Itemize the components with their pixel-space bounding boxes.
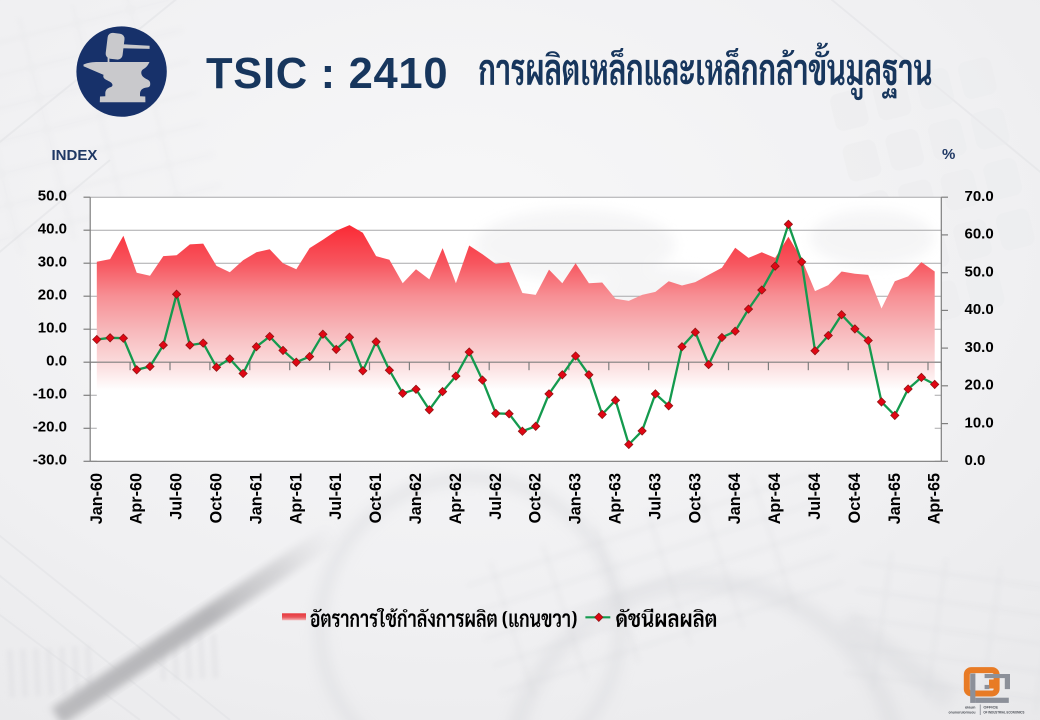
svg-text:INDEX: INDEX [52, 147, 98, 164]
svg-text:onunoruiornuou: onunoruiornuou [949, 710, 976, 715]
svg-text:Jul-64: Jul-64 [806, 473, 824, 520]
svg-text:10.0: 10.0 [38, 320, 67, 337]
svg-text:TSIC : 2410: TSIC : 2410 [206, 50, 448, 98]
svg-text:Jan-65: Jan-65 [886, 473, 904, 524]
svg-text:Apr-65: Apr-65 [926, 473, 944, 524]
svg-text:Oct-62: Oct-62 [527, 473, 545, 523]
svg-text:Jul-63: Jul-63 [646, 473, 664, 520]
svg-text:Jan-64: Jan-64 [726, 473, 744, 524]
svg-text:Apr-60: Apr-60 [128, 473, 146, 524]
svg-text:40.0: 40.0 [965, 301, 994, 318]
svg-text:10.0: 10.0 [965, 414, 994, 431]
svg-text:-30.0: -30.0 [33, 452, 67, 469]
svg-text:Jul-60: Jul-60 [168, 473, 186, 520]
svg-text:70.0: 70.0 [965, 188, 994, 205]
svg-text:Oct-61: Oct-61 [367, 473, 385, 523]
svg-text:20.0: 20.0 [965, 377, 994, 394]
svg-text:Jul-62: Jul-62 [487, 473, 505, 520]
svg-text:Apr-61: Apr-61 [287, 473, 305, 524]
svg-text:%: % [942, 146, 955, 163]
svg-text:60.0: 60.0 [965, 226, 994, 243]
svg-text:Apr-64: Apr-64 [766, 473, 784, 524]
svg-text:Oct-60: Oct-60 [208, 473, 226, 523]
svg-text:Jan-63: Jan-63 [567, 473, 585, 524]
svg-text:Jan-60: Jan-60 [88, 473, 106, 524]
svg-text:40.0: 40.0 [38, 221, 67, 238]
svg-text:OFFICE: OFFICE [983, 705, 998, 710]
svg-text:0.0: 0.0 [46, 353, 67, 370]
svg-text:Oct-63: Oct-63 [686, 473, 704, 523]
svg-text:50.0: 50.0 [965, 263, 994, 280]
svg-text:-20.0: -20.0 [33, 419, 67, 436]
svg-text:30.0: 30.0 [965, 339, 994, 356]
svg-text:Jan-61: Jan-61 [247, 473, 265, 524]
svg-text:OF INDUSTRIAL ECONOMICS: OF INDUSTRIAL ECONOMICS [983, 710, 1024, 715]
svg-text:0.0: 0.0 [965, 452, 986, 469]
svg-text:Jul-61: Jul-61 [327, 473, 345, 520]
svg-text:50.0: 50.0 [38, 188, 67, 205]
svg-text:oiaun: oiaun [965, 705, 976, 710]
svg-text:30.0: 30.0 [38, 254, 67, 271]
svg-text:Apr-63: Apr-63 [607, 473, 625, 524]
svg-text:-10.0: -10.0 [33, 386, 67, 403]
svg-text:Oct-64: Oct-64 [846, 473, 864, 523]
svg-text:20.0: 20.0 [38, 287, 67, 304]
svg-text:Apr-62: Apr-62 [447, 473, 465, 524]
svg-text:Jan-62: Jan-62 [407, 473, 425, 524]
